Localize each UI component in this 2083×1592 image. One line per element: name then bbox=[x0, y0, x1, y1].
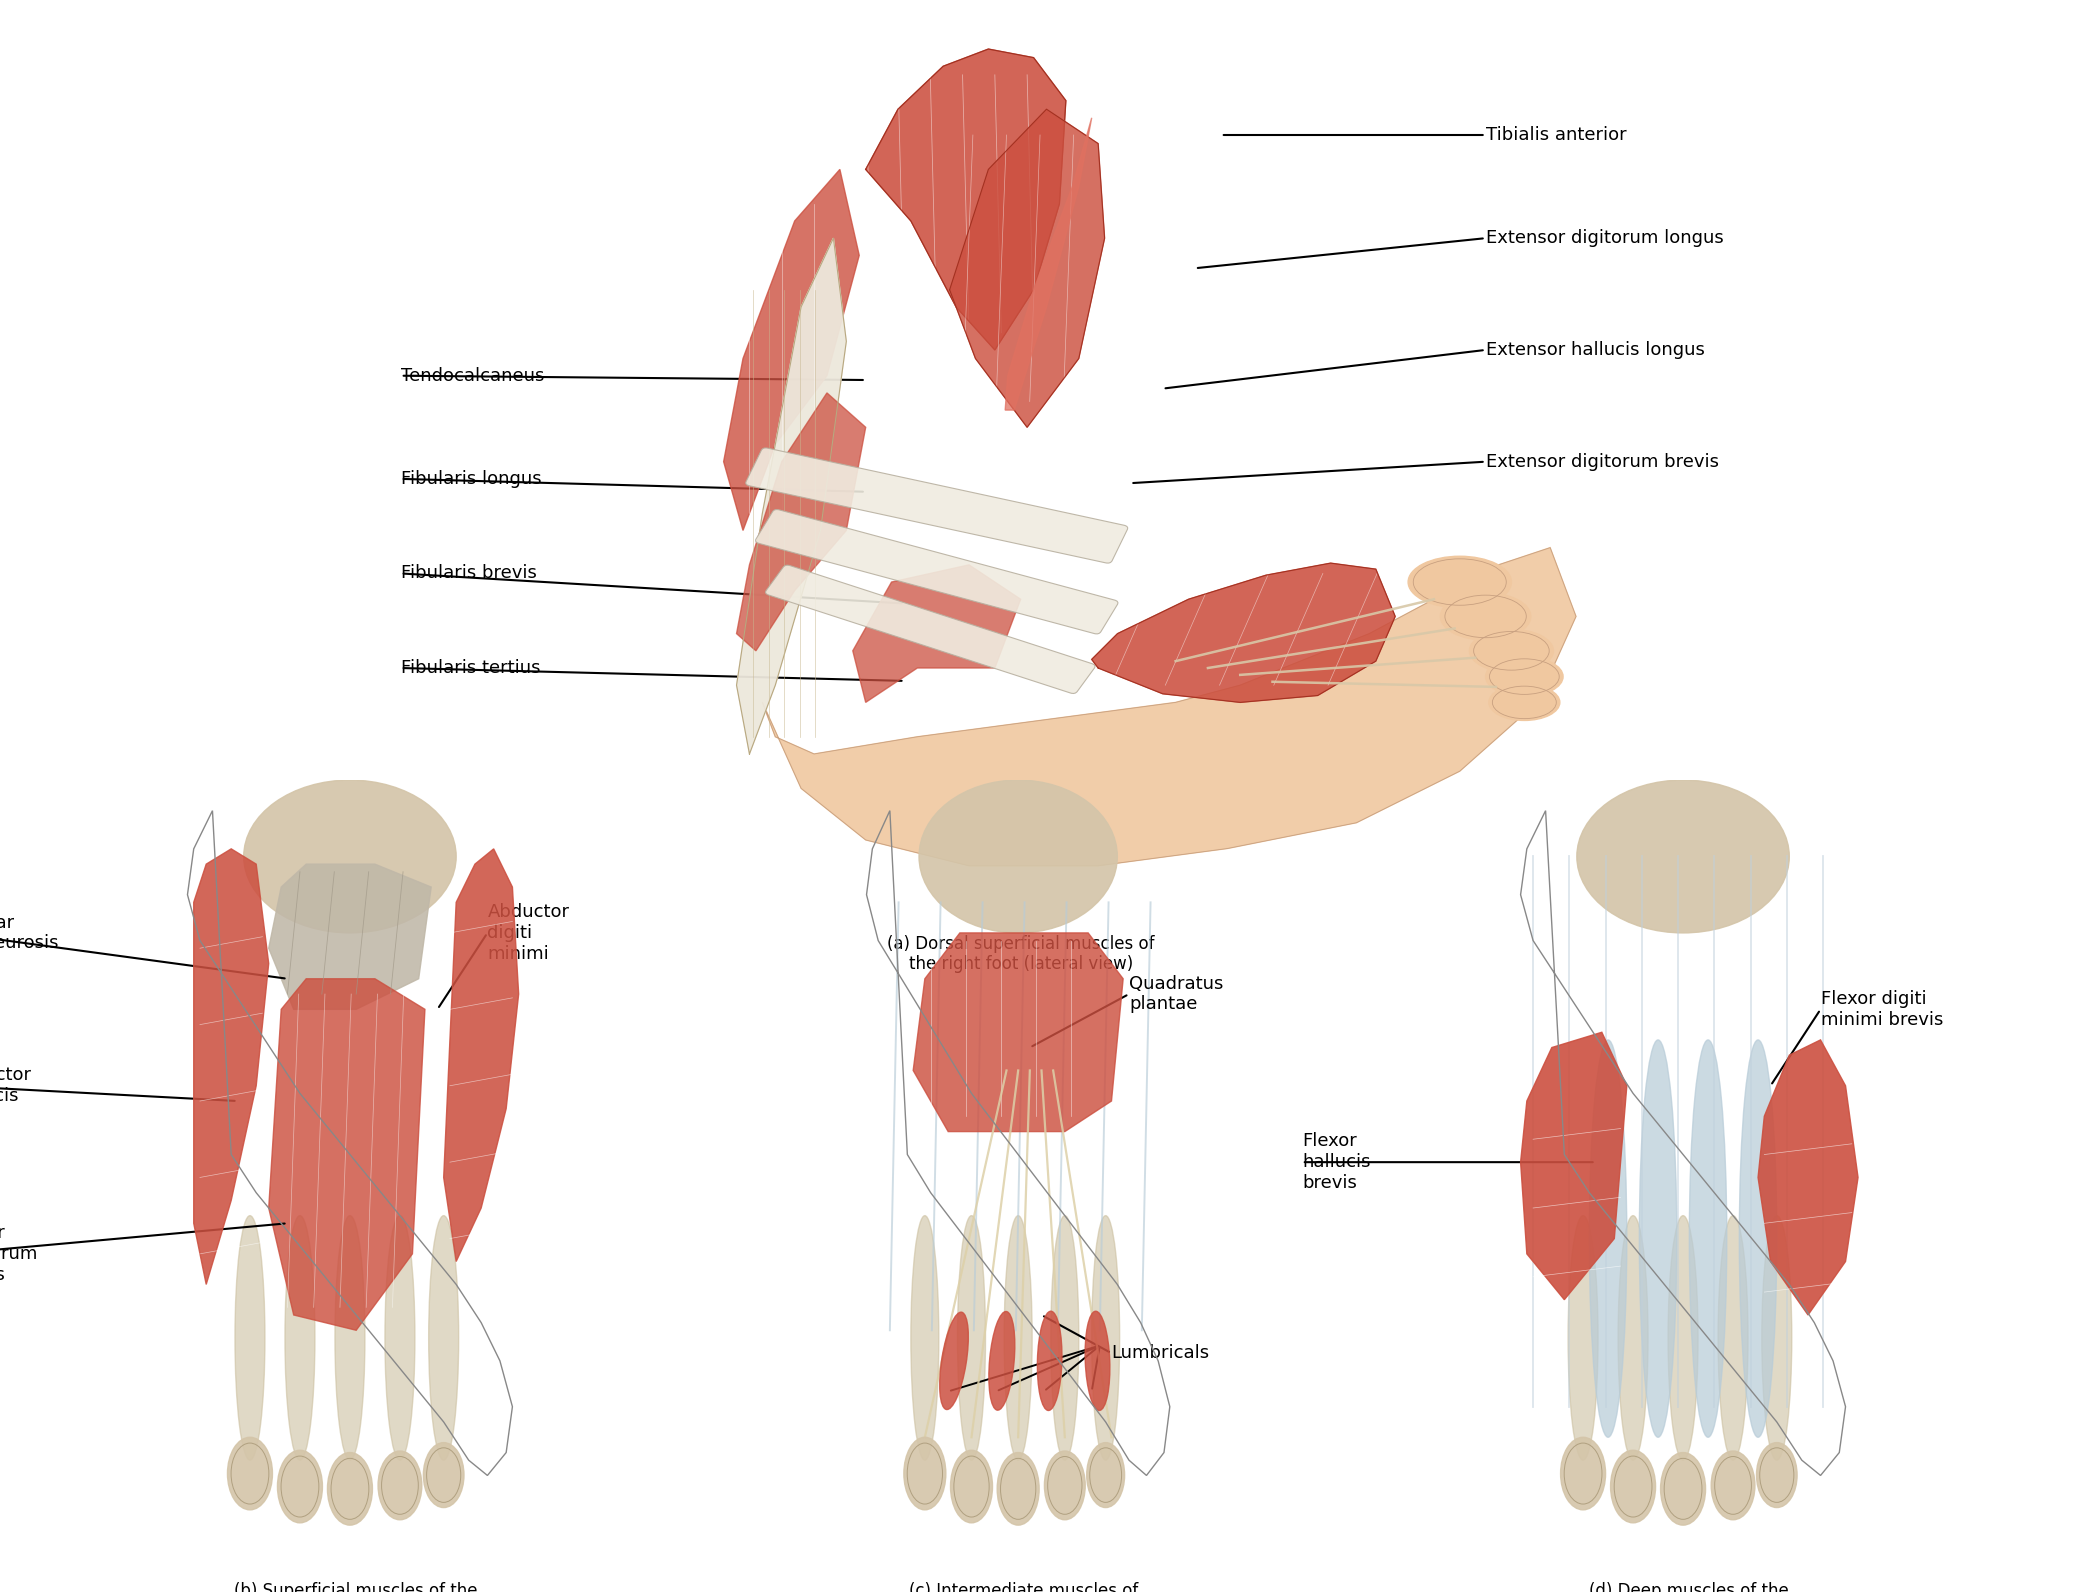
Polygon shape bbox=[737, 393, 867, 651]
Ellipse shape bbox=[1712, 1450, 1754, 1520]
Ellipse shape bbox=[429, 1216, 458, 1460]
Ellipse shape bbox=[1660, 1452, 1706, 1525]
Polygon shape bbox=[723, 169, 858, 530]
Ellipse shape bbox=[1004, 1216, 1033, 1460]
Text: (d) Deep muscles of the
left sole (plantar view): (d) Deep muscles of the left sole (plant… bbox=[1589, 1582, 1789, 1592]
Ellipse shape bbox=[423, 1442, 465, 1508]
Text: Abductor
hallucis: Abductor hallucis bbox=[0, 1067, 31, 1105]
Ellipse shape bbox=[1589, 1040, 1627, 1438]
Ellipse shape bbox=[910, 1216, 939, 1460]
Polygon shape bbox=[444, 849, 519, 1261]
Ellipse shape bbox=[1639, 1040, 1677, 1438]
Polygon shape bbox=[852, 565, 1021, 702]
FancyBboxPatch shape bbox=[764, 565, 1096, 694]
Text: Abductor
digiti
minimi: Abductor digiti minimi bbox=[487, 903, 569, 963]
Text: Flexor digiti
minimi brevis: Flexor digiti minimi brevis bbox=[1821, 990, 1943, 1028]
Polygon shape bbox=[269, 864, 431, 1009]
Polygon shape bbox=[194, 849, 269, 1285]
Ellipse shape bbox=[1087, 1442, 1125, 1508]
Polygon shape bbox=[867, 49, 1066, 350]
Ellipse shape bbox=[1739, 1040, 1777, 1438]
Text: Extensor digitorum longus: Extensor digitorum longus bbox=[1485, 229, 1723, 247]
Polygon shape bbox=[269, 979, 425, 1331]
Text: Fibularis brevis: Fibularis brevis bbox=[400, 565, 537, 583]
Text: (c) Intermediate muscles of
the left sole (plantar view): (c) Intermediate muscles of the left sol… bbox=[910, 1582, 1139, 1592]
Polygon shape bbox=[1521, 1032, 1627, 1299]
Text: Flexor
hallucis
brevis: Flexor hallucis brevis bbox=[1302, 1132, 1371, 1192]
Polygon shape bbox=[737, 239, 846, 755]
Text: Tibialis anterior: Tibialis anterior bbox=[1485, 126, 1627, 143]
Text: (a) Dorsal superficial muscles of
the right foot (lateral view): (a) Dorsal superficial muscles of the ri… bbox=[887, 935, 1154, 973]
Polygon shape bbox=[1758, 1040, 1858, 1315]
Ellipse shape bbox=[1756, 1442, 1798, 1508]
Ellipse shape bbox=[1762, 1216, 1791, 1460]
Ellipse shape bbox=[998, 1452, 1039, 1525]
Ellipse shape bbox=[1689, 1040, 1727, 1438]
Polygon shape bbox=[950, 110, 1104, 427]
Ellipse shape bbox=[1668, 1216, 1698, 1460]
Ellipse shape bbox=[1577, 780, 1789, 933]
Ellipse shape bbox=[1560, 1438, 1606, 1509]
Ellipse shape bbox=[335, 1216, 365, 1460]
Ellipse shape bbox=[244, 780, 456, 933]
Text: Tendocalcaneus: Tendocalcaneus bbox=[400, 366, 544, 385]
Ellipse shape bbox=[227, 1438, 273, 1509]
Ellipse shape bbox=[235, 1216, 265, 1460]
Ellipse shape bbox=[1718, 1216, 1748, 1460]
Ellipse shape bbox=[285, 1216, 315, 1460]
Ellipse shape bbox=[1037, 1312, 1062, 1411]
Ellipse shape bbox=[904, 1438, 946, 1509]
Text: (b) Superficial muscles of the
left sole (plantar view): (b) Superficial muscles of the left sole… bbox=[235, 1582, 477, 1592]
Ellipse shape bbox=[1044, 1450, 1085, 1520]
Polygon shape bbox=[912, 933, 1123, 1132]
Ellipse shape bbox=[1568, 1216, 1598, 1460]
Text: Fibularis longus: Fibularis longus bbox=[400, 470, 542, 487]
Text: Plantar
aponeurosis: Plantar aponeurosis bbox=[0, 914, 60, 952]
Ellipse shape bbox=[1408, 556, 1512, 608]
Ellipse shape bbox=[1441, 592, 1531, 640]
Ellipse shape bbox=[1485, 657, 1562, 696]
Ellipse shape bbox=[950, 1450, 992, 1524]
FancyBboxPatch shape bbox=[746, 447, 1127, 564]
Text: Flexor
digitorum
brevis: Flexor digitorum brevis bbox=[0, 1224, 37, 1283]
Polygon shape bbox=[1006, 118, 1091, 411]
Ellipse shape bbox=[939, 1312, 969, 1409]
Ellipse shape bbox=[958, 1216, 985, 1460]
Text: Extensor digitorum brevis: Extensor digitorum brevis bbox=[1485, 452, 1718, 471]
Ellipse shape bbox=[1618, 1216, 1648, 1460]
Ellipse shape bbox=[377, 1450, 421, 1520]
Ellipse shape bbox=[1469, 629, 1554, 672]
FancyBboxPatch shape bbox=[756, 509, 1119, 634]
Text: Extensor hallucis longus: Extensor hallucis longus bbox=[1485, 341, 1704, 358]
Ellipse shape bbox=[327, 1452, 373, 1525]
Ellipse shape bbox=[385, 1216, 415, 1460]
Ellipse shape bbox=[277, 1450, 323, 1524]
Ellipse shape bbox=[1489, 685, 1560, 721]
Ellipse shape bbox=[1050, 1216, 1079, 1460]
Ellipse shape bbox=[1091, 1216, 1121, 1460]
Text: Fibularis tertius: Fibularis tertius bbox=[400, 659, 539, 677]
Ellipse shape bbox=[989, 1312, 1014, 1411]
Ellipse shape bbox=[1610, 1450, 1656, 1524]
Ellipse shape bbox=[1085, 1312, 1110, 1411]
Text: Quadratus
plantae: Quadratus plantae bbox=[1129, 974, 1223, 1014]
Ellipse shape bbox=[919, 780, 1116, 933]
Polygon shape bbox=[1091, 564, 1396, 702]
Polygon shape bbox=[762, 548, 1577, 866]
Text: Lumbricals: Lumbricals bbox=[1112, 1344, 1210, 1363]
